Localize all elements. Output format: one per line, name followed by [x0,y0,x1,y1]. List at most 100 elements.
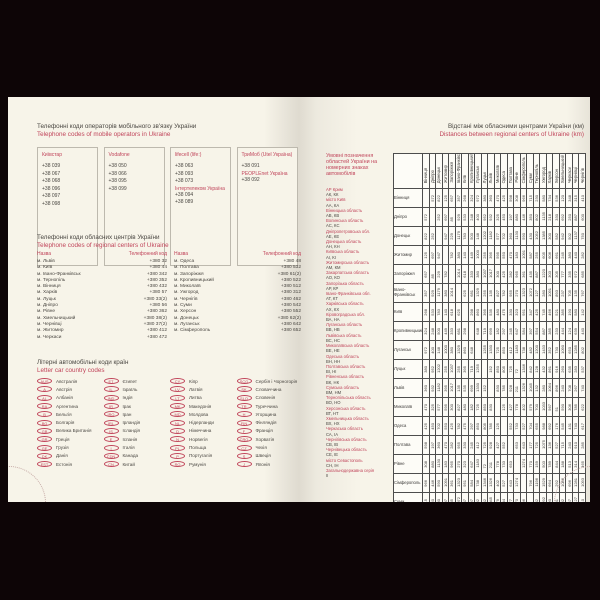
matrix-distance-cell: 333 [448,321,456,341]
matrix-distance-cell: 444 [558,321,567,341]
matrix-row: Вінниця 572 822 125 657 357 268 324 972 380 360 470… [393,188,586,208]
matrix-distance-cell: 1200 [532,340,541,360]
operator-code: +38 092 [241,176,260,183]
distance-value: 725 [481,442,487,449]
matrix-distance-cell: 705 [565,283,573,303]
matrix-column-label: Чернігів [579,167,585,183]
distance-value: 397 [469,499,474,502]
distance-value: 380 [423,366,429,373]
matrix-distance-cell: 190 [545,492,554,502]
distance-value: 595 [494,252,500,259]
distance-value: 395 [481,309,487,316]
distance-value: 297 [468,423,474,430]
matrix-distance-cell: 1330 [487,340,495,360]
country-code-badge: BG [37,419,52,426]
distance-value: 410 [579,195,585,202]
distance-value: 297 [501,328,507,335]
distance-value: 802 [579,347,585,354]
distance-value: 1529 [540,478,546,487]
distance-value: 700 [534,404,540,411]
operator-code: +38 063 [175,163,194,169]
city-name: м. Суми [174,303,192,309]
distance-value: 916 [553,366,559,373]
distance-value: 796 [521,499,526,502]
distance-value: 324 [468,195,474,202]
matrix-distance-cell: 582 [552,226,560,246]
matrix-distance-cell: 740 [578,378,586,398]
matrix-distance-cell: 250 [565,207,573,227]
matrix-distance-cell: 725 [506,359,515,379]
regional-code-row: м. Черкаси +380 472 [37,335,167,341]
matrix-row-label: Київ [393,302,423,322]
distance-value: 750 [579,233,585,240]
matrix-distance-cell: 182 [467,397,476,417]
plate-codes: АХ, КХ [326,306,340,312]
regional-code-row: м. Харків +380 57 [37,290,167,296]
matrix-distance-cell: 657 [422,264,430,284]
country-code-badge: E [103,436,119,443]
operator-code: +38 096 [42,185,61,192]
distance-value: 308 [514,195,520,202]
city-name: м. Запоріжжя [174,271,204,277]
distance-value: 503 [540,461,546,468]
distance-value: 482 [527,347,533,354]
distance-value: 850 [494,366,500,373]
matrix-distance-cell: 268 [422,302,430,322]
matrix-distance-cell: 1220 [539,264,547,284]
distance-value: 830 [494,385,500,392]
matrix-distance-cell: 148 [474,226,482,246]
matrix-distance-cell: 188 [558,454,567,474]
matrix-distance-cell: 844 [552,454,560,474]
operator-code: +38 098 [42,200,61,207]
matrix-distance-cell: 1130 [435,454,443,474]
distance-value: 587 [443,499,448,502]
distance-value: 190 [566,309,572,316]
plate-codes: АС, КС [326,223,340,229]
operator-code: +38 067 [42,170,61,177]
matrix-distance-cell: 725 [532,435,541,455]
city-code: +380 32 [149,259,167,264]
matrix-distance-cell: 550 [441,416,450,436]
country-name: Нідерланди [189,420,214,426]
city-name: м. Рівне [37,309,56,315]
distance-value: 1202 [436,364,442,373]
distance-value: 785 [573,404,579,411]
country-code-badge: CRO [236,436,252,443]
plate-codes: ВХ, НХ [326,421,340,427]
plate-legend-item: місто Севастополь СН, ІН [326,458,390,468]
distance-value: 1202 [481,231,487,240]
city-name: м. Кропивницький [174,277,214,283]
matrix-distance-cell: 183 [513,245,521,265]
distance-value: 796 [527,480,533,487]
matrix-distance-cell: 502 [565,226,573,246]
car-code-item: IRQ Іран [103,410,168,418]
matrix-distance-cell: 380 [422,359,430,379]
matrix-distance-cell: 1045 [487,492,495,502]
distance-value: 887 [540,328,546,335]
matrix-distance-cell: 700 [532,397,541,417]
matrix-distance-cell: 255 [441,359,450,379]
car-code-item: CZ Чехія [236,443,301,451]
matrix-distance-cell: 1091 [519,245,528,265]
matrix-row-label: Суми [393,492,423,502]
matrix-column-header: Кропивницький [467,153,476,189]
matrix-row: Одеса 425 450 702 550 425 782 475 297 850 805 785 12… [393,416,586,436]
matrix-distance-cell: 657 [448,188,456,208]
distance-value: 789 [547,461,553,468]
city-code: +380 38(2) [143,315,167,321]
operator-code: +38 073 [175,178,194,185]
matrix-distance-cell: 740 [571,416,580,436]
distance-value: 142 [579,309,585,316]
matrix-distance-cell: 325 [428,397,436,417]
regional-code-row: м. Вінниця +380 432 [37,284,167,290]
matrix-distance-cell: 350 [526,207,534,227]
plate-region: Херсонська область [326,405,366,411]
distance-value: 893 [553,290,559,297]
matrix-distance-cell: 1329 [454,340,463,360]
distance-value: 190 [547,499,552,502]
distance-value: 380 [449,347,455,354]
country-name: Болгарія [56,420,75,426]
matrix-row-label: Рівне [393,454,423,474]
country-code-badge: SLO [236,394,252,401]
matrix-distance-cell: 140 [441,302,450,322]
